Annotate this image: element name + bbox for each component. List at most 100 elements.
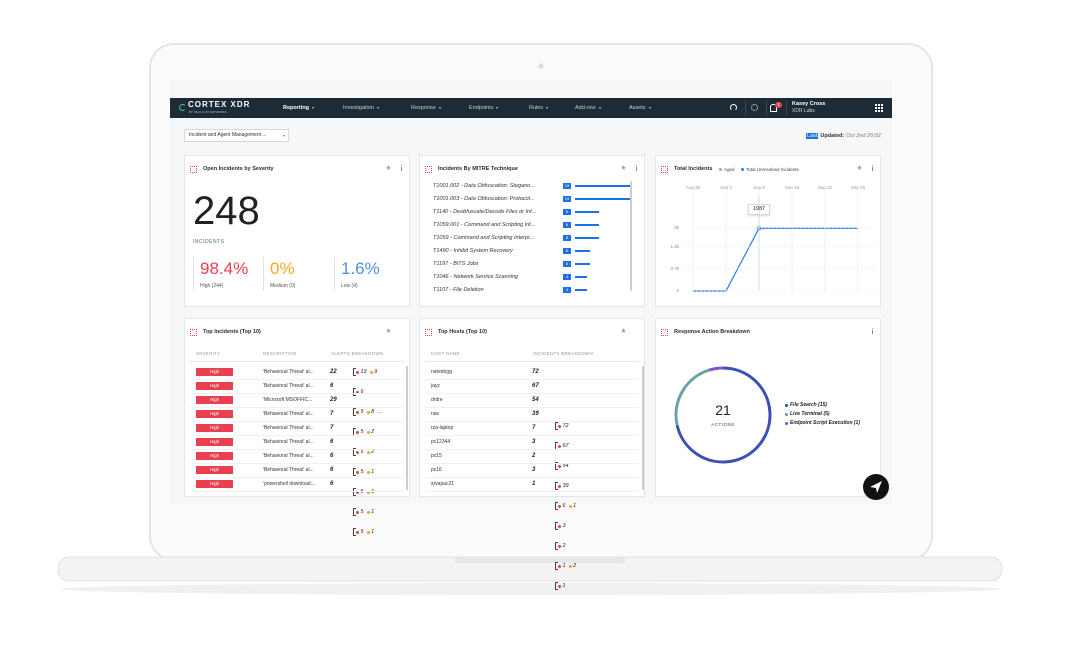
breakdown: 1 (555, 582, 1081, 590)
breakdown: 54 (555, 462, 1081, 470)
menu-item[interactable]: Assets (629, 105, 651, 111)
star-icon[interactable] (386, 328, 391, 333)
bell-icon[interactable] (770, 104, 777, 112)
description: 'Behavioral Threat' al... (263, 425, 314, 431)
apps-icon[interactable] (875, 104, 877, 106)
menu-label: Response (411, 105, 436, 111)
alert-count: 6 (330, 467, 334, 473)
apps-icon[interactable] (881, 110, 883, 112)
bar (575, 224, 599, 226)
incident-count: 1 (532, 481, 536, 487)
menu-label: Investigation (343, 105, 374, 111)
menu-label: Assets (629, 105, 646, 111)
apps-icon[interactable] (878, 110, 880, 112)
menu-dots[interactable] (872, 167, 874, 169)
menu-dots[interactable] (401, 167, 403, 169)
severity-badge: High (196, 438, 233, 446)
menu-item[interactable]: Add-ons (575, 105, 601, 111)
breakdown-value: 9 (374, 369, 378, 375)
menu-item[interactable]: Endpoints (469, 105, 499, 111)
menu-dots[interactable] (636, 167, 638, 169)
menu-dots[interactable] (872, 169, 874, 171)
menu-dots[interactable] (872, 165, 874, 167)
row-rule (425, 491, 639, 492)
column-header: DESCRIPTION (263, 351, 297, 356)
menu-dots[interactable] (636, 165, 638, 167)
menu-item[interactable]: Response (411, 105, 441, 111)
donut-segment (708, 366, 724, 372)
breakdown-dot (356, 390, 359, 394)
menu-label: Add-ons (575, 105, 596, 111)
stat-label: Low (4) (341, 283, 358, 289)
breakdown-item: 54 (558, 463, 569, 469)
x-tick-label: Sep 8 (753, 185, 765, 190)
host-name: rza-laptop (431, 425, 454, 431)
alert-count: 7 (330, 425, 334, 431)
menu-dots[interactable] (636, 169, 638, 171)
breakdown-item: 5 (356, 529, 364, 535)
menu-item[interactable]: Rules (529, 105, 549, 111)
legend-label: Total Unresolved Incidents (746, 167, 799, 172)
menu-dots[interactable] (872, 332, 874, 334)
widget (655, 155, 881, 307)
star-icon[interactable] (857, 165, 862, 170)
apps-icon[interactable] (878, 107, 880, 109)
legend-dot (785, 404, 788, 407)
apps-icon[interactable] (878, 104, 880, 106)
help-icon[interactable] (730, 104, 737, 111)
last-updated-label: Updated: (820, 133, 845, 139)
stat-value: 0% (270, 259, 295, 278)
breakdown-dot (558, 424, 561, 428)
description: 'Behavioral Threat' al... (263, 467, 314, 473)
breakdown-dot (558, 484, 561, 488)
menu-dots[interactable] (872, 328, 874, 330)
apps-icon[interactable] (875, 110, 877, 112)
user-name[interactable]: Kasey Cross (792, 101, 826, 107)
legend-dot (741, 168, 744, 171)
widget-icon (425, 329, 432, 336)
star-icon[interactable] (621, 165, 626, 170)
widget (184, 155, 410, 307)
dashboard-name: Incident and Agent Management ... (189, 132, 267, 138)
column-header: INCIDENTS BREAKDOWN (533, 351, 594, 356)
technique-label: T1001.003 - Data Obfuscation: Protocol..… (433, 196, 535, 202)
breakdown-value: 8 (371, 409, 375, 415)
breakdown-dot (366, 530, 370, 534)
menu-item[interactable]: Reporting (283, 105, 314, 111)
breakdown-dot (558, 544, 561, 548)
incident-count: 3 (532, 467, 536, 473)
menu-item[interactable]: Investigation (343, 105, 379, 111)
description: 'Behavioral Threat' al... (263, 369, 314, 375)
select-caret (283, 135, 285, 137)
severity-badge: High (196, 368, 233, 376)
breakdown-value: 5 (360, 529, 364, 535)
apps-icon[interactable] (881, 104, 883, 106)
star-icon[interactable] (386, 165, 391, 170)
settings-icon[interactable] (751, 104, 758, 111)
breakdown-dot (356, 530, 359, 534)
y-tick-label: 0 (676, 288, 679, 293)
incident-count: 7 (532, 425, 536, 431)
dashboard-select[interactable]: Incident and Agent Management ... (184, 129, 289, 142)
breakdown-item: 8 (366, 409, 375, 415)
menu-dots[interactable] (872, 330, 874, 332)
apps-icon[interactable] (875, 107, 877, 109)
row-rule (425, 463, 639, 464)
apps-icon[interactable] (881, 107, 883, 109)
star-icon[interactable] (621, 328, 626, 333)
breakdown-item: 2 (366, 429, 374, 435)
severity-badge: High (196, 466, 233, 474)
user-org: XDR Labs (792, 108, 815, 114)
count-badge: 8 (563, 222, 571, 228)
breakdown-value: 67 (562, 443, 569, 449)
logo-icon (179, 104, 186, 111)
severity-badge: High (196, 452, 233, 460)
host-name: pc12344 (431, 439, 451, 445)
menu-dots[interactable] (401, 165, 403, 167)
separator (766, 101, 767, 115)
breakdown-item: 1 (366, 529, 374, 535)
menu-caret (438, 106, 441, 109)
menu-dots[interactable] (401, 169, 403, 171)
technique-label: T1140 - Deobfuscate/Decode Files or Inf.… (433, 209, 537, 215)
count-badge: 19 (563, 196, 571, 202)
